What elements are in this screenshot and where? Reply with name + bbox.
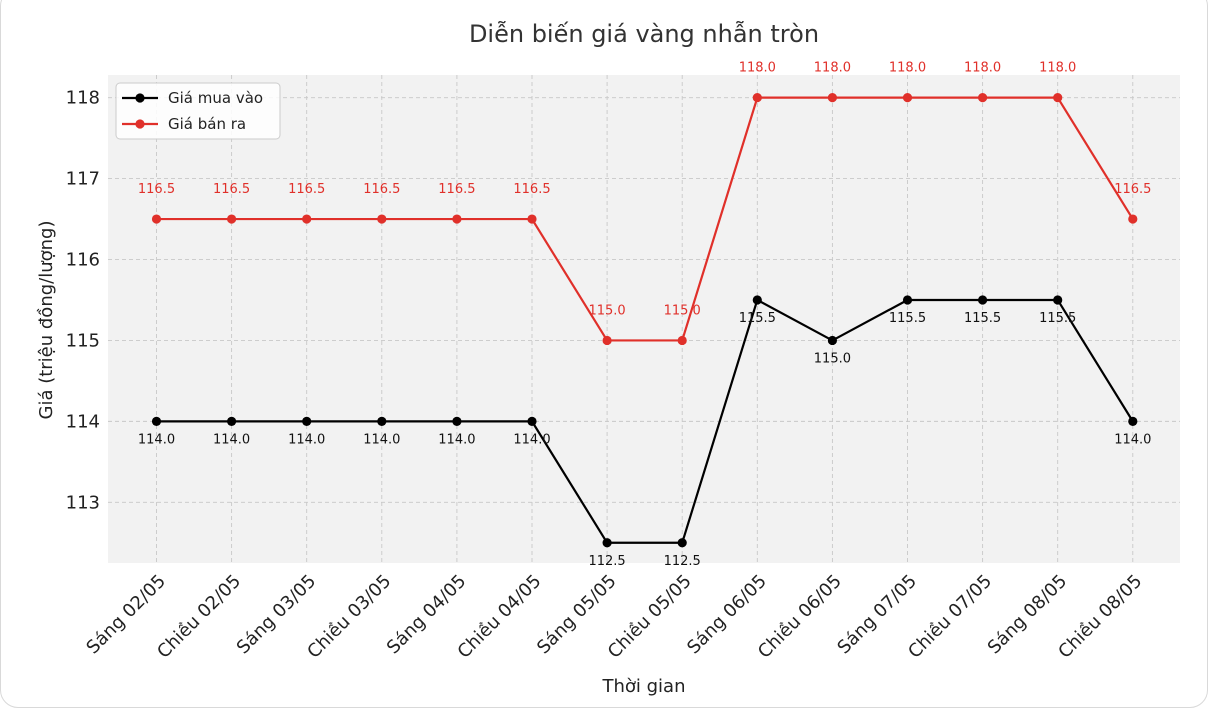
data-point bbox=[978, 295, 988, 305]
y-axis-ticks: 113 114 115 116 117 118 bbox=[66, 88, 100, 514]
data-label: 115.5 bbox=[964, 311, 1001, 326]
legend-swatch-marker bbox=[135, 119, 145, 129]
data-label: 114.0 bbox=[363, 432, 400, 447]
data-label: 116.5 bbox=[438, 182, 475, 197]
data-point bbox=[151, 214, 162, 224]
data-point bbox=[602, 335, 612, 346]
legend: Giá mua vào Giá bán ra bbox=[115, 82, 281, 140]
data-point bbox=[377, 214, 387, 224]
data-label: 115.5 bbox=[739, 311, 776, 326]
chart-title: Diễn biến giá vàng nhẫn tròn bbox=[469, 19, 819, 48]
data-label: 118.0 bbox=[889, 61, 926, 76]
data-point bbox=[827, 93, 838, 103]
legend-entry: Giá mua vào bbox=[168, 89, 263, 107]
data-label: 114.0 bbox=[513, 432, 550, 447]
x-axis-label: Thời gian bbox=[601, 676, 685, 697]
data-point bbox=[1053, 295, 1063, 305]
data-label: 116.5 bbox=[1114, 182, 1151, 197]
data-point bbox=[452, 214, 462, 224]
data-point bbox=[902, 93, 913, 103]
data-labels: 114.0 114.0 114.0 114.0 114.0 114.0 112.5 112.5… bbox=[138, 61, 1152, 569]
data-point bbox=[752, 295, 762, 305]
data-label: 114.0 bbox=[138, 432, 175, 447]
series-line-1 bbox=[156, 96, 1134, 342]
data-point bbox=[677, 538, 687, 548]
series-layer bbox=[151, 93, 1138, 548]
y-tick-label: 116 bbox=[66, 250, 100, 271]
data-label: 118.0 bbox=[964, 61, 1001, 76]
data-point bbox=[227, 214, 237, 224]
data-point bbox=[752, 93, 762, 103]
data-point bbox=[978, 93, 988, 103]
y-tick-label: 117 bbox=[66, 169, 100, 190]
y-tick-label: 113 bbox=[66, 492, 100, 513]
data-label: 116.5 bbox=[513, 182, 550, 197]
series-line-0 bbox=[156, 298, 1134, 544]
data-label: 112.5 bbox=[588, 554, 625, 569]
data-point bbox=[302, 416, 312, 426]
data-point bbox=[151, 416, 162, 426]
y-tick-label: 115 bbox=[66, 330, 100, 351]
data-label: 116.5 bbox=[288, 182, 325, 197]
y-tick-label: 114 bbox=[66, 411, 100, 432]
data-point bbox=[1128, 416, 1138, 426]
data-point bbox=[452, 416, 462, 426]
legend-entry: Giá bán ra bbox=[168, 115, 246, 133]
y-axis-label: Giá (triệu đồng/lượng) bbox=[36, 220, 57, 419]
data-label: 114.0 bbox=[288, 432, 325, 447]
data-label: 116.5 bbox=[363, 182, 400, 197]
data-label: 115.5 bbox=[889, 311, 926, 326]
data-point bbox=[677, 335, 687, 346]
data-point bbox=[527, 416, 537, 426]
data-label: 116.5 bbox=[213, 182, 250, 197]
data-point bbox=[602, 538, 612, 548]
data-point bbox=[227, 416, 237, 426]
data-point bbox=[827, 335, 838, 346]
data-label: 115.0 bbox=[664, 303, 701, 318]
data-label: 116.5 bbox=[138, 182, 175, 197]
data-point bbox=[302, 214, 312, 224]
data-label: 114.0 bbox=[213, 432, 250, 447]
y-tick-label: 118 bbox=[66, 88, 100, 109]
data-label: 115.5 bbox=[1039, 311, 1076, 326]
data-label: 115.0 bbox=[588, 303, 625, 318]
data-label: 114.0 bbox=[438, 432, 475, 447]
grid-lines bbox=[108, 75, 1180, 563]
data-label: 118.0 bbox=[739, 61, 776, 76]
legend-swatch-marker bbox=[135, 93, 145, 103]
data-point bbox=[377, 416, 387, 426]
data-label: 112.5 bbox=[664, 554, 701, 569]
data-label: 118.0 bbox=[814, 61, 851, 76]
data-point bbox=[1053, 93, 1063, 103]
data-point bbox=[527, 214, 537, 224]
data-label: 118.0 bbox=[1039, 61, 1076, 76]
data-point bbox=[902, 295, 913, 305]
data-label: 114.0 bbox=[1114, 432, 1151, 447]
data-label: 115.0 bbox=[814, 351, 851, 366]
plot-area bbox=[108, 75, 1180, 563]
data-point bbox=[1128, 214, 1138, 224]
